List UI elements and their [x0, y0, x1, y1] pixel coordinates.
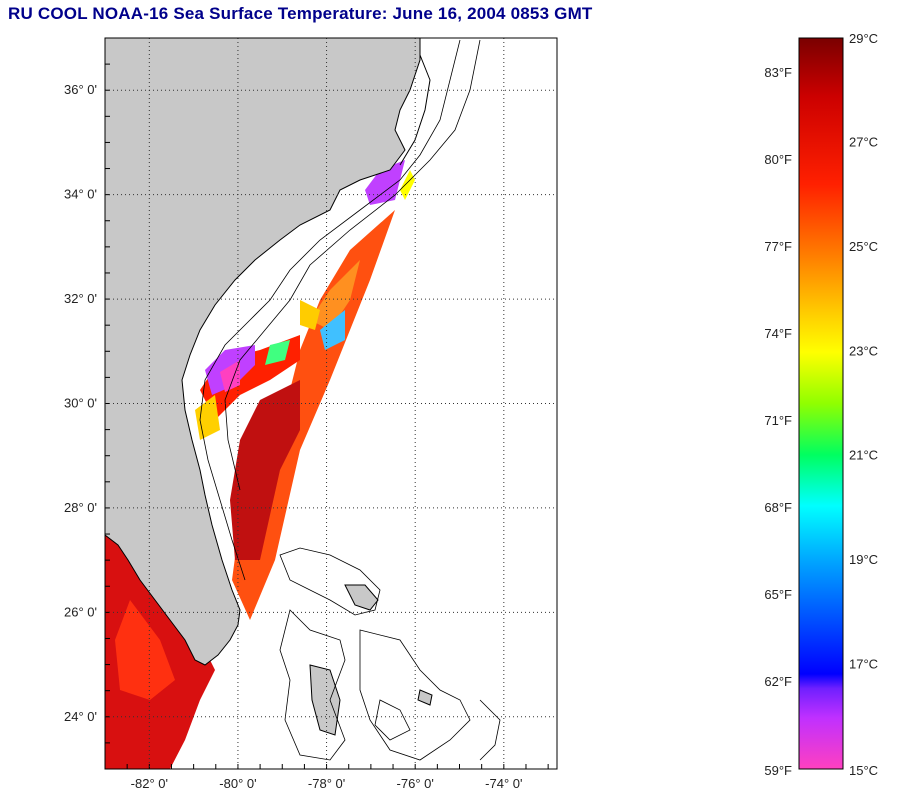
lat-tick-label: 32° 0' [64, 291, 97, 306]
colorbar-celsius-label: 21°C [849, 448, 878, 463]
graticule-grid [104, 37, 557, 770]
lat-tick-label: 24° 0' [64, 709, 97, 724]
colorbar [798, 37, 844, 770]
colorbar-celsius-label: 29°C [849, 31, 878, 46]
colorbar-fahrenheit-label: 74°F [764, 326, 792, 341]
lat-tick-label: 26° 0' [64, 604, 97, 619]
colorbar-fahrenheit-label: 77°F [764, 239, 792, 254]
us-southeast-land [105, 38, 421, 666]
lon-tick-label: -74° 0' [485, 776, 522, 791]
colorbar-fahrenheit-label: 65°F [764, 587, 792, 602]
lon-tick-label: -78° 0' [308, 776, 345, 791]
map-frame [104, 37, 558, 770]
map-title: RU COOL NOAA-16 Sea Surface Temperature:… [8, 4, 593, 23]
colorbar-fahrenheit-label: 71°F [764, 413, 792, 428]
lat-tick-label: 34° 0' [64, 187, 97, 202]
colorbar-fahrenheit-label: 62°F [764, 674, 792, 689]
colorbar-fahrenheit-label: 83°F [764, 65, 792, 80]
lon-tick-label: -80° 0' [219, 776, 256, 791]
lat-tick-label: 30° 0' [64, 396, 97, 411]
colorbar-fahrenheit-label: 80°F [764, 152, 792, 167]
colorbar-celsius-label: 15°C [849, 763, 878, 778]
colorbar-celsius-label: 25°C [849, 239, 878, 254]
colorbar-celsius-label: 19°C [849, 552, 878, 567]
bathymetry-contour [199, 39, 461, 581]
lon-tick-label: -82° 0' [131, 776, 168, 791]
lat-tick-label: 28° 0' [64, 500, 97, 515]
colorbar-fahrenheit-label: 59°F [764, 763, 792, 778]
lon-tick-label: -76° 0' [397, 776, 434, 791]
colorbar-celsius-label: 23°C [849, 343, 878, 358]
bahamas-islands [309, 584, 433, 736]
colorbar-celsius-label: 27°C [849, 134, 878, 149]
colorbar-celsius-label: 17°C [849, 657, 878, 672]
colorbar-fahrenheit-label: 68°F [764, 500, 792, 515]
lat-tick-label: 36° 0' [64, 82, 97, 97]
